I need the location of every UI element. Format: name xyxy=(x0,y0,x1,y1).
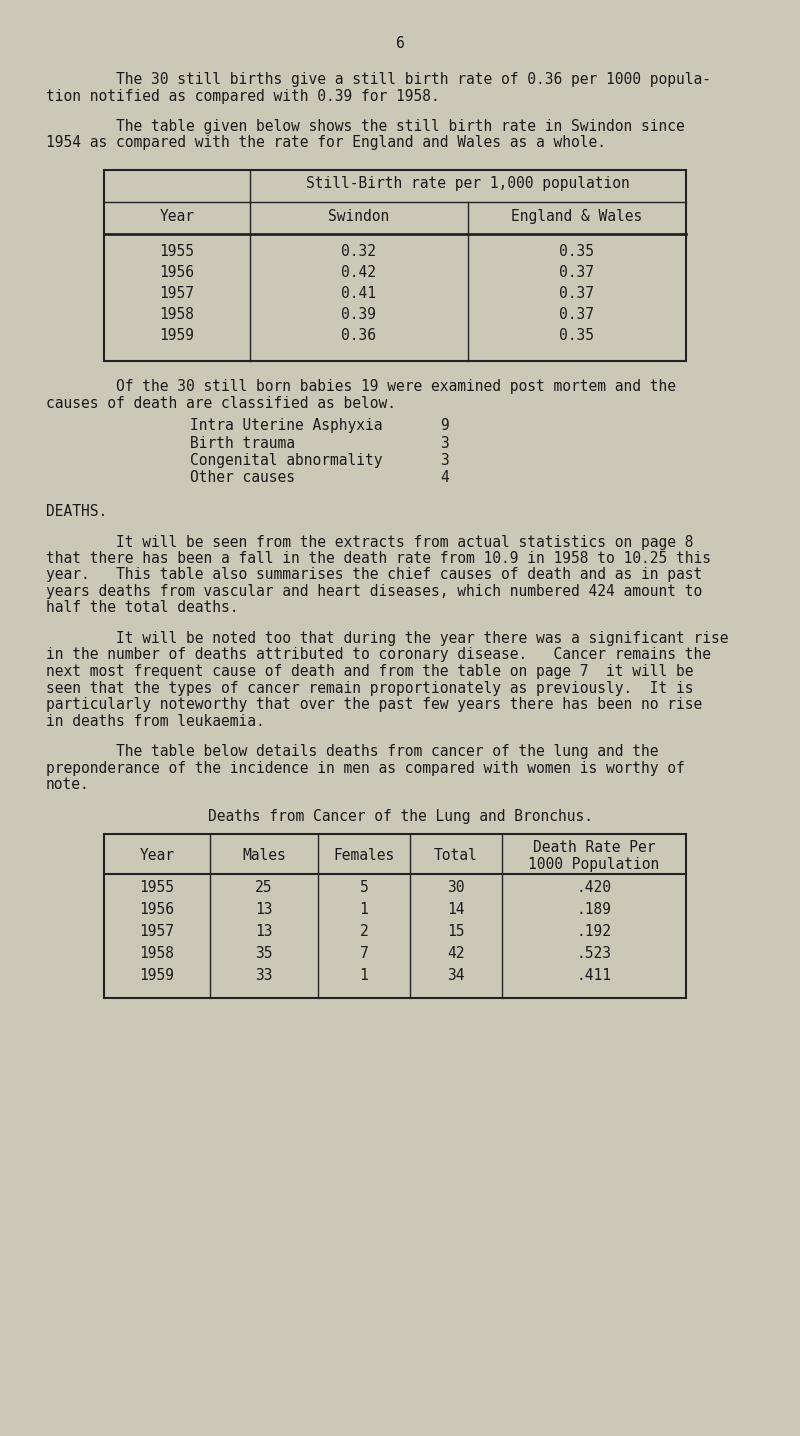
Text: 0.37: 0.37 xyxy=(559,307,594,322)
Text: 1957: 1957 xyxy=(159,286,194,302)
Text: preponderance of the incidence in men as compared with women is worthy of: preponderance of the incidence in men as… xyxy=(46,761,685,775)
Text: Intra Uterine Asphyxia: Intra Uterine Asphyxia xyxy=(190,418,382,434)
Text: 0.35: 0.35 xyxy=(559,327,594,343)
Text: 4: 4 xyxy=(440,471,449,485)
Text: 0.42: 0.42 xyxy=(342,266,377,280)
Text: The table below details deaths from cancer of the lung and the: The table below details deaths from canc… xyxy=(46,744,658,760)
Text: .523: .523 xyxy=(577,946,611,961)
Text: Year: Year xyxy=(159,210,194,224)
Text: 1957: 1957 xyxy=(139,923,174,939)
Text: Congenital abnormality: Congenital abnormality xyxy=(190,452,382,468)
Text: 13: 13 xyxy=(255,923,273,939)
Text: It will be seen from the extracts from actual statistics on page 8: It will be seen from the extracts from a… xyxy=(46,534,694,550)
Text: .420: .420 xyxy=(577,880,611,895)
Text: 1955: 1955 xyxy=(139,880,174,895)
Text: 0.37: 0.37 xyxy=(559,286,594,302)
Text: 1954 as compared with the rate for England and Wales as a whole.: 1954 as compared with the rate for Engla… xyxy=(46,135,606,151)
Text: 15: 15 xyxy=(447,923,465,939)
Text: next most frequent cause of death and from the table on page 7  it will be: next most frequent cause of death and fr… xyxy=(46,663,694,679)
Text: 1: 1 xyxy=(360,968,368,984)
Bar xyxy=(104,169,686,360)
Text: years deaths from vascular and heart diseases, which numbered 424 amount to: years deaths from vascular and heart dis… xyxy=(46,584,702,599)
Text: 3: 3 xyxy=(440,435,449,451)
Text: Still-Birth rate per 1,000 population: Still-Birth rate per 1,000 population xyxy=(306,177,630,191)
Text: half the total deaths.: half the total deaths. xyxy=(46,600,238,616)
Text: 25: 25 xyxy=(255,880,273,895)
Text: 33: 33 xyxy=(255,968,273,984)
Text: 30: 30 xyxy=(447,880,465,895)
Text: The 30 still births give a still birth rate of 0.36 per 1000 popula-: The 30 still births give a still birth r… xyxy=(46,72,711,88)
Text: 0.32: 0.32 xyxy=(342,244,377,258)
Text: 34: 34 xyxy=(447,968,465,984)
Text: in the number of deaths attributed to coronary disease.   Cancer remains the: in the number of deaths attributed to co… xyxy=(46,648,711,662)
Text: Females: Females xyxy=(334,849,394,863)
Text: 0.37: 0.37 xyxy=(559,266,594,280)
Text: 1956: 1956 xyxy=(139,902,174,918)
Text: tion notified as compared with 0.39 for 1958.: tion notified as compared with 0.39 for … xyxy=(46,89,440,103)
Text: Total: Total xyxy=(434,849,478,863)
Text: Death Rate Per: Death Rate Per xyxy=(533,840,655,854)
Text: Of the 30 still born babies 19 were examined post mortem and the: Of the 30 still born babies 19 were exam… xyxy=(46,379,676,393)
Text: Deaths from Cancer of the Lung and Bronchus.: Deaths from Cancer of the Lung and Bronc… xyxy=(207,810,593,824)
Text: It will be noted too that during the year there was a significant rise: It will be noted too that during the yea… xyxy=(46,630,729,646)
Text: year.   This table also summarises the chief causes of death and as in past: year. This table also summarises the chi… xyxy=(46,567,702,583)
Text: 1959: 1959 xyxy=(159,327,194,343)
Text: 1000 Population: 1000 Population xyxy=(528,856,660,872)
Text: in deaths from leukaemia.: in deaths from leukaemia. xyxy=(46,714,265,728)
Text: 1956: 1956 xyxy=(159,266,194,280)
Text: 1955: 1955 xyxy=(159,244,194,258)
Text: 0.41: 0.41 xyxy=(342,286,377,302)
Text: 0.39: 0.39 xyxy=(342,307,377,322)
Text: Year: Year xyxy=(139,849,174,863)
Text: Males: Males xyxy=(242,849,286,863)
Text: 3: 3 xyxy=(440,452,449,468)
Text: 35: 35 xyxy=(255,946,273,961)
Text: 14: 14 xyxy=(447,902,465,918)
Text: 42: 42 xyxy=(447,946,465,961)
Text: 2: 2 xyxy=(360,923,368,939)
Text: Swindon: Swindon xyxy=(328,210,390,224)
Text: The table given below shows the still birth rate in Swindon since: The table given below shows the still bi… xyxy=(46,119,685,134)
Text: Other causes: Other causes xyxy=(190,471,295,485)
Text: particularly noteworthy that over the past few years there has been no rise: particularly noteworthy that over the pa… xyxy=(46,696,702,712)
Text: 1: 1 xyxy=(360,902,368,918)
Text: 9: 9 xyxy=(440,418,449,434)
Text: 13: 13 xyxy=(255,902,273,918)
Text: 0.35: 0.35 xyxy=(559,244,594,258)
Text: England & Wales: England & Wales xyxy=(511,210,642,224)
Text: that there has been a fall in the death rate from 10.9 in 1958 to 10.25 this: that there has been a fall in the death … xyxy=(46,551,711,566)
Bar xyxy=(104,834,686,998)
Text: 6: 6 xyxy=(396,36,404,52)
Text: 1959: 1959 xyxy=(139,968,174,984)
Text: causes of death are classified as below.: causes of death are classified as below. xyxy=(46,395,396,411)
Text: .189: .189 xyxy=(577,902,611,918)
Text: 7: 7 xyxy=(360,946,368,961)
Text: .411: .411 xyxy=(577,968,611,984)
Text: .192: .192 xyxy=(577,923,611,939)
Text: Birth trauma: Birth trauma xyxy=(190,435,295,451)
Text: 5: 5 xyxy=(360,880,368,895)
Text: 1958: 1958 xyxy=(139,946,174,961)
Text: note.: note. xyxy=(46,777,90,793)
Text: 1958: 1958 xyxy=(159,307,194,322)
Text: DEATHS.: DEATHS. xyxy=(46,504,107,518)
Text: 0.36: 0.36 xyxy=(342,327,377,343)
Text: seen that the types of cancer remain proportionately as previously.  It is: seen that the types of cancer remain pro… xyxy=(46,681,694,695)
